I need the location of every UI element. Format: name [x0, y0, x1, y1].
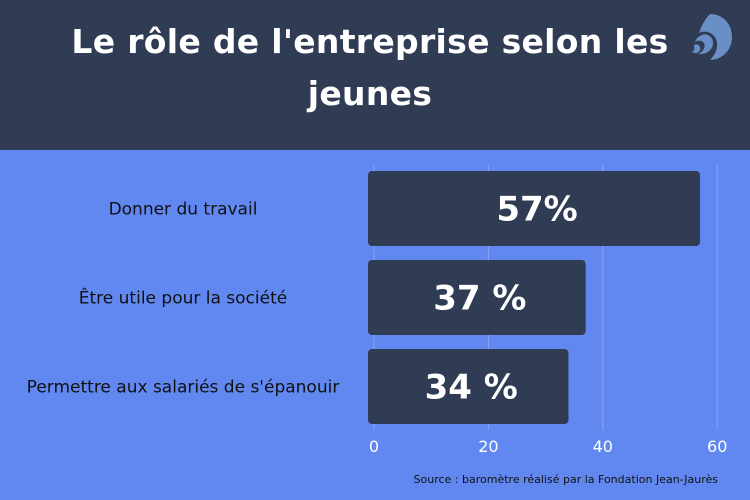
spiral-wave-logo-icon — [692, 14, 732, 60]
bar — [368, 349, 569, 424]
page-title: Le rôle de l'entreprise selon les jeunes — [71, 22, 669, 113]
bar-value-label: 57% — [496, 190, 577, 230]
category-label: Permettre aux salariés de s'épanouir — [27, 378, 340, 398]
category-label: Être utile pour la société — [79, 287, 287, 309]
category-label: Donner du travail — [109, 200, 258, 220]
header-band: Le rôle de l'entreprise selon les jeunes — [0, 0, 750, 150]
x-tick-label: 40 — [593, 437, 613, 456]
x-tick-label: 0 — [369, 437, 379, 456]
bar-value-label: 34 % — [425, 368, 518, 408]
source-note: Source : baromètre réalisé par la Fondat… — [413, 473, 718, 486]
bar — [368, 260, 586, 335]
x-tick-label: 20 — [478, 437, 498, 456]
bar-value-label: 37 % — [433, 279, 526, 319]
bar — [368, 171, 701, 246]
x-tick-label: 60 — [707, 437, 727, 456]
bar-chart: Donner du travail 57% Être utile pour la s… — [27, 165, 727, 456]
